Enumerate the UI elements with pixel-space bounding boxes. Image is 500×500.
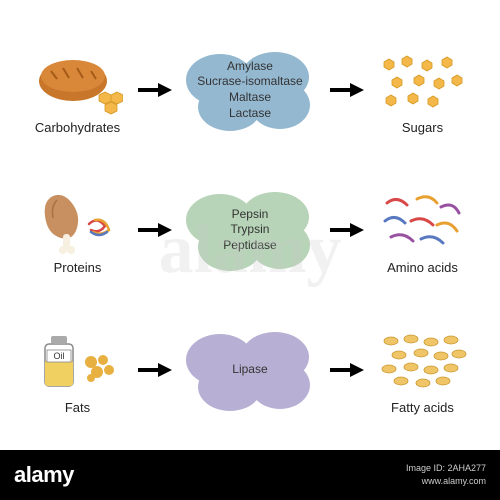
bread-icon	[20, 46, 135, 116]
product-label: Fatty acids	[365, 400, 480, 415]
oil-icon: Oil	[20, 326, 135, 396]
product-label: Sugars	[365, 120, 480, 135]
arrow-icon	[327, 80, 365, 100]
product-label: Amino acids	[365, 260, 480, 275]
substrate-label: Carbohydrates	[20, 120, 135, 135]
enzyme-list: Lipase	[232, 362, 267, 378]
footer-meta: Image ID: 2AHA277 www.alamy.com	[406, 462, 486, 487]
substrate-proteins: Proteins	[20, 186, 135, 275]
digestion-enzyme-diagram: Carbohydrates Amylase Sucrase-isomaltase…	[0, 0, 500, 470]
product-sugars: Sugars	[365, 46, 480, 135]
enzyme-carbohydrates: Amylase Sucrase-isomaltase Maltase Lacta…	[173, 45, 326, 135]
arrow-icon	[327, 360, 365, 380]
substrate-label: Proteins	[20, 260, 135, 275]
image-id: Image ID: 2AHA277	[406, 462, 486, 475]
svg-text:Oil: Oil	[53, 351, 64, 361]
row-fats: Oil Fats	[20, 310, 480, 430]
footer-bar: alamy Image ID: 2AHA277 www.alamy.com	[0, 450, 500, 500]
meat-icon	[20, 186, 135, 256]
arrow-icon	[135, 80, 173, 100]
enzyme-fats: Lipase	[173, 325, 326, 415]
arrow-icon	[135, 360, 173, 380]
sugars-icon	[365, 46, 480, 116]
substrate-fats: Oil Fats	[20, 326, 135, 415]
fatty-acids-icon	[365, 326, 480, 396]
row-carbohydrates: Carbohydrates Amylase Sucrase-isomaltase…	[20, 30, 480, 150]
substrate-carbohydrates: Carbohydrates	[20, 46, 135, 135]
enzyme-list: Amylase Sucrase-isomaltase Maltase Lacta…	[197, 59, 302, 121]
arrow-icon	[327, 220, 365, 240]
enzyme-proteins: Pepsin Trypsin Peptidase	[173, 185, 326, 275]
site-url: www.alamy.com	[406, 475, 486, 488]
amino-acids-icon	[365, 186, 480, 256]
enzyme-list: Pepsin Trypsin Peptidase	[223, 207, 276, 254]
row-proteins: Proteins Pepsin Trypsin Peptidase	[20, 170, 480, 290]
arrow-icon	[135, 220, 173, 240]
product-amino-acids: Amino acids	[365, 186, 480, 275]
substrate-label: Fats	[20, 400, 135, 415]
product-fatty-acids: Fatty acids	[365, 326, 480, 415]
brand-logo: alamy	[14, 462, 74, 488]
